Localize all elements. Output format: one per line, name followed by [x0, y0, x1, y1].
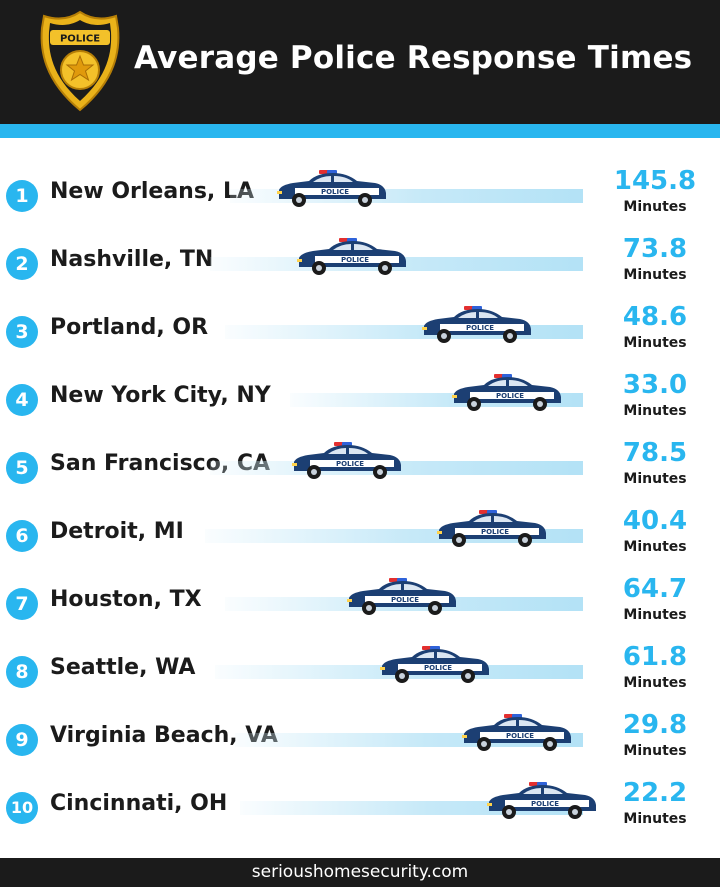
accent-stripe — [0, 124, 720, 138]
rank-badge: 9 — [6, 724, 38, 756]
rank-badge: 6 — [6, 520, 38, 552]
unit-label: Minutes — [623, 267, 687, 283]
unit-label: Minutes — [623, 607, 687, 623]
rank-badge: 1 — [6, 180, 38, 212]
city-label: Seattle, WA — [50, 655, 196, 680]
star-icon — [65, 54, 95, 82]
footer-url: serioushomesecurity.com — [0, 858, 720, 887]
city-label: Portland, OR — [50, 315, 209, 340]
city-label: Nashville, TN — [50, 247, 214, 272]
rank-badge: 8 — [6, 656, 38, 688]
response-time-value: 22.2 — [622, 778, 688, 808]
police-badge-icon: POLICE — [40, 10, 120, 112]
svg-text:POLICE: POLICE — [466, 324, 494, 332]
rank-badge: 4 — [6, 384, 38, 416]
list-item: 3 Portland, OR POLICE 48.6 Minutes — [0, 296, 720, 364]
response-time-value: 40.4 — [622, 506, 688, 536]
police-car-icon: POLICE — [422, 306, 531, 343]
header: POLICE Average Police Response Times — [0, 0, 720, 124]
ranking-list: 1 New Orleans, LA POLICE 145.8 Minutes 2 Nashv… — [0, 138, 720, 858]
svg-text:POLICE: POLICE — [336, 460, 364, 468]
list-item: 8 Seattle, WA POLICE 61.8 Minutes — [0, 636, 720, 704]
unit-label: Minutes — [623, 199, 687, 215]
response-time-value: 145.8 — [613, 166, 697, 196]
svg-text:POLICE: POLICE — [424, 664, 452, 672]
unit-label: Minutes — [623, 743, 687, 759]
svg-text:POLICE: POLICE — [506, 732, 534, 740]
police-car-icon: POLICE — [292, 442, 401, 479]
response-time-value: 33.0 — [622, 370, 688, 400]
svg-text:POLICE: POLICE — [531, 800, 559, 808]
unit-label: Minutes — [623, 539, 687, 555]
unit-label: Minutes — [623, 335, 687, 351]
response-time-value: 29.8 — [622, 710, 688, 740]
page-title: Average Police Response Times — [134, 40, 693, 76]
police-car-icon: POLICE — [462, 714, 571, 751]
city-label: New Orleans, LA — [50, 179, 254, 204]
city-label: New York City, NY — [50, 383, 271, 408]
svg-text:POLICE: POLICE — [496, 392, 524, 400]
city-label: Cincinnati, OH — [50, 791, 228, 816]
rank-badge: 2 — [6, 248, 38, 280]
police-car-icon: POLICE — [277, 170, 386, 207]
response-time-value: 64.7 — [622, 574, 688, 604]
list-item: 5 San Francisco, CA POLICE 78.5 Minutes — [0, 432, 720, 500]
city-label: Detroit, MI — [50, 519, 184, 544]
rank-badge: 10 — [6, 792, 38, 824]
unit-label: Minutes — [623, 811, 687, 827]
police-car-icon: POLICE — [437, 510, 546, 547]
list-item: 10 Cincinnati, OH POLICE 22.2 Minutes — [0, 772, 720, 840]
list-item: 9 Virginia Beach, VA POLICE 29.8 Minutes — [0, 704, 720, 772]
unit-label: Minutes — [623, 403, 687, 419]
svg-text:POLICE: POLICE — [481, 528, 509, 536]
police-car-icon: POLICE — [452, 374, 561, 411]
police-car-icon: POLICE — [487, 782, 596, 819]
unit-label: Minutes — [623, 675, 687, 691]
svg-text:POLICE: POLICE — [60, 34, 100, 45]
svg-text:POLICE: POLICE — [391, 596, 419, 604]
rank-badge: 5 — [6, 452, 38, 484]
police-car-icon: POLICE — [347, 578, 456, 615]
rank-badge: 7 — [6, 588, 38, 620]
list-item: 6 Detroit, MI POLICE 40.4 Minutes — [0, 500, 720, 568]
response-time-value: 48.6 — [622, 302, 688, 332]
response-time-value: 73.8 — [622, 234, 688, 264]
list-item: 1 New Orleans, LA POLICE 145.8 Minutes — [0, 160, 720, 228]
unit-label: Minutes — [623, 471, 687, 487]
police-car-icon: POLICE — [297, 238, 406, 275]
list-item: 2 Nashville, TN POLICE 73.8 Minutes — [0, 228, 720, 296]
list-item: 4 New York City, NY POLICE 33.0 Minutes — [0, 364, 720, 432]
response-time-value: 78.5 — [622, 438, 688, 468]
svg-text:POLICE: POLICE — [341, 256, 369, 264]
police-car-icon: POLICE — [380, 646, 489, 683]
rank-badge: 3 — [6, 316, 38, 348]
response-time-value: 61.8 — [622, 642, 688, 672]
svg-text:POLICE: POLICE — [321, 188, 349, 196]
list-item: 7 Houston, TX POLICE 64.7 Minutes — [0, 568, 720, 636]
city-label: Houston, TX — [50, 587, 202, 612]
